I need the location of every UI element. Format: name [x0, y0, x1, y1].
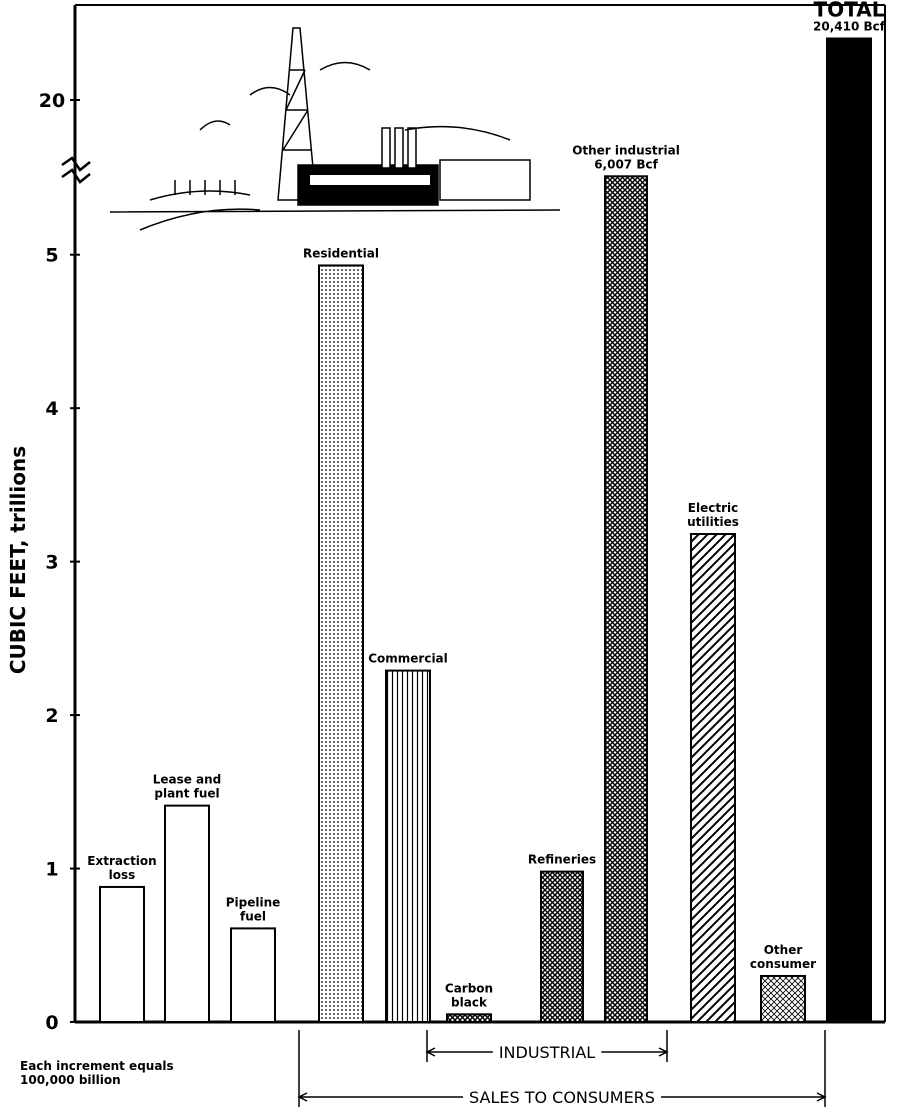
bar: [319, 265, 363, 1022]
bar-label: TOTAL: [814, 0, 885, 22]
bar: [386, 671, 430, 1022]
bar: [231, 928, 275, 1022]
y-tick-label: 0: [45, 1012, 58, 1034]
bar-label: Residential: [303, 246, 379, 260]
y-axis-label: CUBIC FEET, trillions: [6, 446, 30, 674]
bar-label: Other industrial: [572, 143, 680, 157]
bar: [447, 1014, 491, 1022]
y-tick-label: 3: [45, 552, 58, 574]
bar: [691, 534, 735, 1022]
bar: [761, 976, 805, 1022]
y-tick-label: 4: [45, 398, 58, 420]
y-tick-label: 1: [45, 859, 58, 881]
group-label: SALES TO CONSUMERS: [469, 1088, 655, 1107]
value-label: 20,410 Bcf: [813, 20, 886, 34]
bar: [100, 887, 144, 1022]
bar: [165, 806, 209, 1022]
y-tick-label: 20: [39, 90, 65, 112]
bar-label: Commercial: [368, 652, 448, 666]
chart: CUBIC FEET, trillions Each increment equ…: [0, 0, 905, 1110]
bar: [827, 39, 871, 1023]
illustration: [110, 28, 560, 230]
y-tick-label: 2: [45, 705, 58, 727]
bar: [605, 176, 647, 1022]
y-tick-label: 5: [45, 245, 58, 267]
value-label: 6,007 Bcf: [594, 157, 658, 171]
group-label: INDUSTRIAL: [499, 1043, 595, 1062]
bar: [541, 872, 583, 1022]
bar-label: Refineries: [528, 853, 596, 867]
